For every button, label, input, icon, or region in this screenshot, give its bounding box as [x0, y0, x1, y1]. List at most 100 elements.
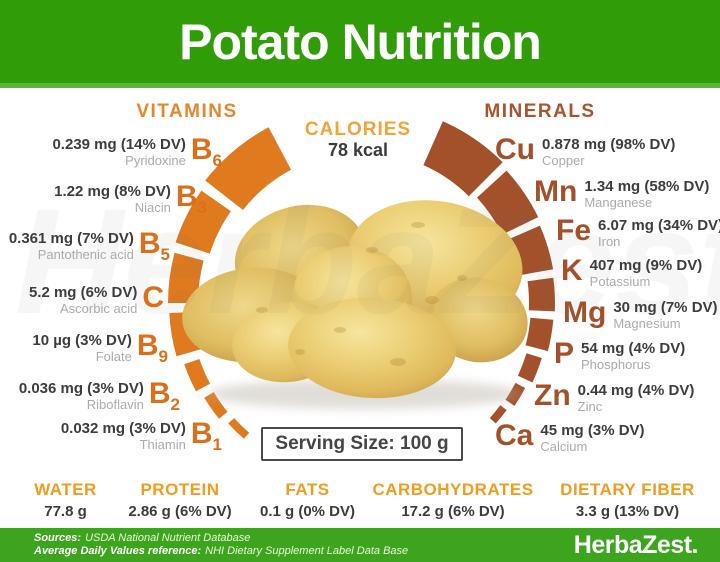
vitamin-value: 1.22 mg (8% DV)	[54, 183, 171, 200]
mineral-row: Fe 6.07 mg (34% DV) Iron	[556, 216, 720, 249]
mineral-symbol: Cu	[495, 135, 535, 165]
vitamin-symbol: B6	[191, 135, 222, 170]
symbol-subscript: 3	[197, 198, 207, 217]
minerals-arc	[423, 121, 555, 424]
symbol-subscript: 2	[170, 395, 180, 414]
calories-heading: CALORIES	[304, 119, 412, 140]
macro-column: CARBOHYDRATES 17.2 g (6% DV)	[358, 480, 548, 520]
vitamin-value: 5.2 mg (6% DV)	[28, 284, 138, 301]
footer: Sources: USDA National Nutrient Database …	[0, 528, 720, 562]
arc-segment	[517, 353, 542, 383]
mineral-row: Cu 0.878 mg (98% DV) Copper	[495, 135, 676, 168]
arc-segment	[168, 252, 204, 303]
potato-speckles	[256, 222, 467, 366]
macro-value: 0.1 g (0% DV)	[259, 503, 356, 520]
vitamin-row: 0.036 mg (3% DV) Riboflavin B2	[18, 379, 180, 414]
symbol-letter: Zn	[534, 379, 571, 412]
symbol-letter: Mg	[563, 296, 607, 329]
macro-column: FATS 0.1 g (0% DV)	[240, 480, 375, 520]
header-banner: Potato Nutrition	[0, 0, 720, 88]
daily-values-line: Average Daily Values reference: NHI Dieta…	[34, 545, 408, 557]
mineral-name: Zinc	[577, 399, 603, 414]
vitamin-row: 10 µg (3% DV) Folate B9	[32, 331, 168, 366]
symbol-letter: B	[136, 329, 159, 362]
symbol-subscript: 9	[158, 347, 168, 366]
arc-segment	[175, 190, 231, 254]
vitamin-name: Riboflavin	[86, 397, 144, 412]
macro-label: FATS	[285, 480, 330, 499]
mineral-row: Mg 30 mg (7% DV) Magnesium	[563, 298, 718, 331]
vitamin-name: Thiamin	[139, 437, 186, 452]
page-title: Potato Nutrition	[179, 13, 542, 70]
potato-photo	[182, 200, 528, 409]
vitamin-name: Pyridoxine	[125, 153, 186, 168]
mineral-symbol: Mg	[563, 298, 606, 328]
macro-column: PROTEIN 2.86 g (6% DV)	[95, 480, 265, 520]
mineral-symbol: K	[561, 256, 583, 286]
vitamin-value: 0.361 mg (7% DV)	[8, 230, 134, 247]
macro-value: 2.86 g (6% DV)	[128, 503, 232, 520]
vitamin-symbol: B3	[176, 182, 207, 217]
mineral-row: P 54 mg (4% DV) Phosphorus	[554, 339, 686, 372]
arc-segment	[423, 121, 503, 197]
mineral-value: 0.44 mg (4% DV)	[577, 382, 695, 399]
mineral-name: Phosphorus	[581, 357, 651, 372]
arc-segment	[204, 392, 228, 419]
mineral-value: 407 mg (9% DV)	[589, 257, 703, 274]
vitamin-row: 0.032 mg (3% DV) Thiamin B1	[60, 419, 222, 454]
mineral-name: Calcium	[540, 439, 588, 454]
vitamin-value: 0.036 mg (3% DV)	[18, 380, 144, 397]
vitamin-row: 0.361 mg (7% DV) Pantothenic acid B5	[8, 229, 170, 264]
vitamin-name: Niacin	[134, 200, 171, 215]
mineral-name: Manganese	[584, 195, 653, 210]
arc-segment	[228, 418, 250, 439]
macro-label: WATER	[34, 480, 97, 499]
symbol-letter: Mn	[534, 175, 578, 208]
mineral-symbol: Zn	[534, 381, 571, 411]
mineral-symbol: P	[554, 339, 574, 369]
arc-segment	[527, 277, 555, 312]
daily-values-label: Average Daily Values reference:	[34, 545, 202, 557]
macro-column: WATER 77.8 g	[8, 480, 123, 520]
vitamin-value: 0.032 mg (3% DV)	[60, 420, 186, 437]
vitamin-value: 10 µg (3% DV)	[32, 332, 132, 349]
macro-value: 3.3 g (13% DV)	[575, 503, 680, 520]
symbol-letter: P	[554, 337, 575, 370]
symbol-subscript: 6	[212, 151, 222, 170]
vitamin-row: 0.239 mg (14% DV) Pyridoxine B6	[52, 135, 222, 170]
mineral-name: Magnesium	[613, 316, 681, 331]
sources-label: Sources:	[34, 532, 82, 544]
vitamin-symbol: B1	[191, 419, 222, 454]
vitamins-heading: VITAMINS	[136, 101, 238, 122]
vitamin-value: 0.239 mg (14% DV)	[52, 136, 186, 153]
mineral-value: 1.34 mg (58% DV)	[584, 178, 710, 195]
symbol-letter: Ca	[495, 419, 534, 452]
mineral-value: 54 mg (4% DV)	[581, 340, 686, 357]
symbol-subscript: 1	[212, 435, 222, 454]
mineral-value: 30 mg (7% DV)	[613, 299, 718, 316]
mineral-value: 0.878 mg (98% DV)	[542, 136, 676, 153]
calories-value: 78 kcal	[327, 140, 389, 160]
symbol-letter: C	[142, 281, 164, 314]
mineral-symbol: Fe	[556, 216, 591, 246]
arc-segment	[184, 359, 211, 392]
mineral-name: Copper	[542, 153, 585, 168]
macro-value: 77.8 g	[44, 503, 87, 520]
mineral-row: K 407 mg (9% DV) Potassium	[561, 256, 703, 289]
potato	[288, 297, 456, 399]
mineral-row: Zn 0.44 mg (4% DV) Zinc	[534, 381, 695, 414]
symbol-letter: K	[561, 254, 583, 287]
symbol-letter: B	[148, 377, 171, 410]
macro-column: DIETARY FIBER 3.3 g (13% DV)	[535, 480, 720, 520]
macro-label: PROTEIN	[140, 480, 220, 499]
vitamin-symbol: B5	[139, 229, 170, 264]
vitamin-symbol: B9	[137, 331, 168, 366]
sources-text: USDA National Nutrient Database	[85, 532, 251, 544]
symbol-subscript: 5	[160, 245, 170, 264]
symbol-letter: B	[190, 417, 213, 450]
mineral-row: Ca 45 mg (3% DV) Calcium	[495, 421, 645, 454]
mineral-row: Mn 1.34 mg (58% DV) Manganese	[534, 177, 710, 210]
sources-line: Sources: USDA National Nutrient Database	[34, 532, 250, 544]
